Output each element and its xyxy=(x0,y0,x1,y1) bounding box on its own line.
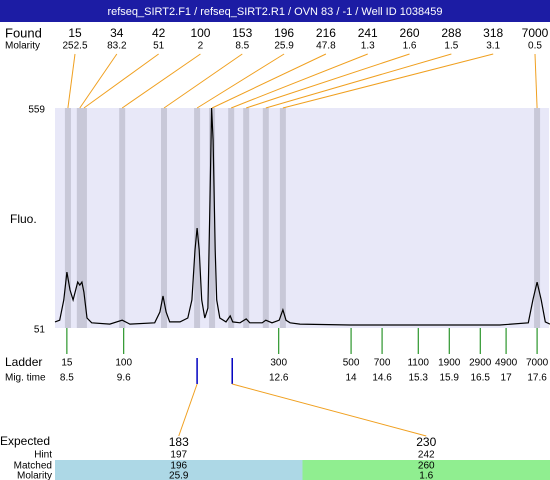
peak-band xyxy=(209,108,216,328)
ladder-size: 2900 xyxy=(469,358,492,369)
peak-band xyxy=(76,108,83,328)
found-connector xyxy=(67,53,76,109)
ladder-time: 15.3 xyxy=(409,373,429,384)
peak-band xyxy=(243,108,250,328)
expected-label: Expected xyxy=(0,434,50,448)
found-connector xyxy=(211,53,327,109)
found-molarity: 0.5 xyxy=(528,41,542,52)
peak-band xyxy=(119,108,126,328)
hint-value: 242 xyxy=(418,450,435,461)
found-molarity: 1.6 xyxy=(403,41,417,52)
found-connector xyxy=(282,53,494,109)
found-molarity: 1.3 xyxy=(361,41,375,52)
expected-connector xyxy=(178,383,198,437)
y-axis-label: Fluo. xyxy=(10,212,37,226)
trace xyxy=(54,107,550,326)
peak-band xyxy=(161,108,168,328)
found-connector xyxy=(121,53,201,109)
matched-value: 196 xyxy=(170,461,187,472)
ladder-size: 300 xyxy=(270,358,287,369)
matched-molarity: 1.6 xyxy=(419,471,433,480)
ladder-time: 16.5 xyxy=(471,373,491,384)
found-connector xyxy=(163,53,243,109)
found-connector xyxy=(246,53,410,109)
found-size: 34 xyxy=(110,26,124,40)
peak-band xyxy=(194,108,201,328)
hint-value: 197 xyxy=(170,450,187,461)
found-connector xyxy=(534,53,538,109)
ladder-size: 1100 xyxy=(407,358,429,369)
found-size: 7000 xyxy=(522,26,549,40)
found-size: 318 xyxy=(483,26,503,40)
y-tick-label: 51 xyxy=(34,325,46,336)
expected-connector xyxy=(232,383,427,437)
found-connector xyxy=(265,53,452,109)
matched-molarity: 25.9 xyxy=(169,471,189,480)
peak-band xyxy=(534,108,541,328)
ladder-time: 14.6 xyxy=(372,373,392,384)
matched-bar xyxy=(55,460,303,480)
peak-band xyxy=(262,108,269,328)
found-size: 196 xyxy=(274,26,294,40)
found-connector xyxy=(83,53,159,109)
ladder-time: 8.5 xyxy=(60,373,74,384)
ladder-size: 700 xyxy=(374,358,391,369)
found-size: 288 xyxy=(441,26,461,40)
ladder-size: 15 xyxy=(61,358,73,369)
found-molarity: 25.9 xyxy=(274,41,294,52)
found-molarity: 3.1 xyxy=(486,41,500,52)
found-size: 153 xyxy=(232,26,252,40)
matched-value: 260 xyxy=(418,461,435,472)
found-connector xyxy=(196,53,285,109)
ladder-time: 14 xyxy=(346,373,358,384)
found-size: 42 xyxy=(152,26,166,40)
hint-label: Hint xyxy=(34,450,52,461)
matched-label: Matched xyxy=(14,461,52,472)
title-bar xyxy=(0,0,550,22)
found-size: 241 xyxy=(358,26,378,40)
mig-time-label: Mig. time xyxy=(5,373,46,384)
found-connector xyxy=(79,53,118,109)
ladder-size: 100 xyxy=(115,358,132,369)
molarity-label: Molarity xyxy=(5,41,40,52)
ladder-time: 17 xyxy=(501,373,513,384)
peak-band xyxy=(279,108,286,328)
found-connector xyxy=(231,53,368,109)
found-molarity: 83.2 xyxy=(107,41,127,52)
found-size: 15 xyxy=(68,26,82,40)
found-size: 260 xyxy=(400,26,420,40)
expected-size: 183 xyxy=(169,435,189,449)
peak-band xyxy=(64,108,71,328)
found-molarity: 1.5 xyxy=(444,41,458,52)
matched-molarity-label: Molarity xyxy=(17,471,52,480)
plot-area xyxy=(55,108,549,328)
ladder-size: 4900 xyxy=(495,358,518,369)
found-size: 100 xyxy=(190,26,210,40)
ladder-size: 7000 xyxy=(526,358,549,369)
found-molarity: 252.5 xyxy=(62,41,87,52)
y-tick-label: 559 xyxy=(28,105,45,116)
found-size: 216 xyxy=(316,26,336,40)
title: refseq_SIRT2.F1 / refseq_SIRT2.R1 / OVN … xyxy=(107,6,442,18)
found-molarity: 8.5 xyxy=(235,41,249,52)
found-label: Found xyxy=(5,25,42,40)
ladder-time: 9.6 xyxy=(117,373,131,384)
ladder-size: 500 xyxy=(343,358,360,369)
found-molarity: 2 xyxy=(198,41,204,52)
ladder-time: 12.6 xyxy=(269,373,289,384)
matched-bar xyxy=(302,460,550,480)
peak-band xyxy=(80,108,87,328)
ladder-label: Ladder xyxy=(5,355,42,369)
ladder-size: 1900 xyxy=(438,358,461,369)
ladder-time: 15.9 xyxy=(440,373,460,384)
found-molarity: 51 xyxy=(153,41,165,52)
found-molarity: 47.8 xyxy=(316,41,336,52)
expected-size: 230 xyxy=(416,435,436,449)
peak-band xyxy=(228,108,235,328)
ladder-time: 17.6 xyxy=(527,373,547,384)
